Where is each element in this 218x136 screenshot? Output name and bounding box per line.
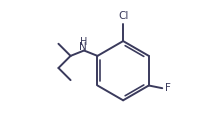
- Text: Cl: Cl: [118, 11, 128, 21]
- Text: H: H: [80, 37, 87, 47]
- Text: N: N: [80, 42, 87, 52]
- Text: F: F: [165, 83, 170, 93]
